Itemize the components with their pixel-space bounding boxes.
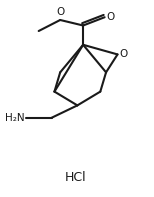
Text: O: O bbox=[120, 49, 128, 59]
Text: O: O bbox=[107, 12, 115, 22]
Text: HCl: HCl bbox=[65, 171, 87, 184]
Text: O: O bbox=[56, 7, 64, 17]
Text: H₂N: H₂N bbox=[5, 113, 24, 123]
